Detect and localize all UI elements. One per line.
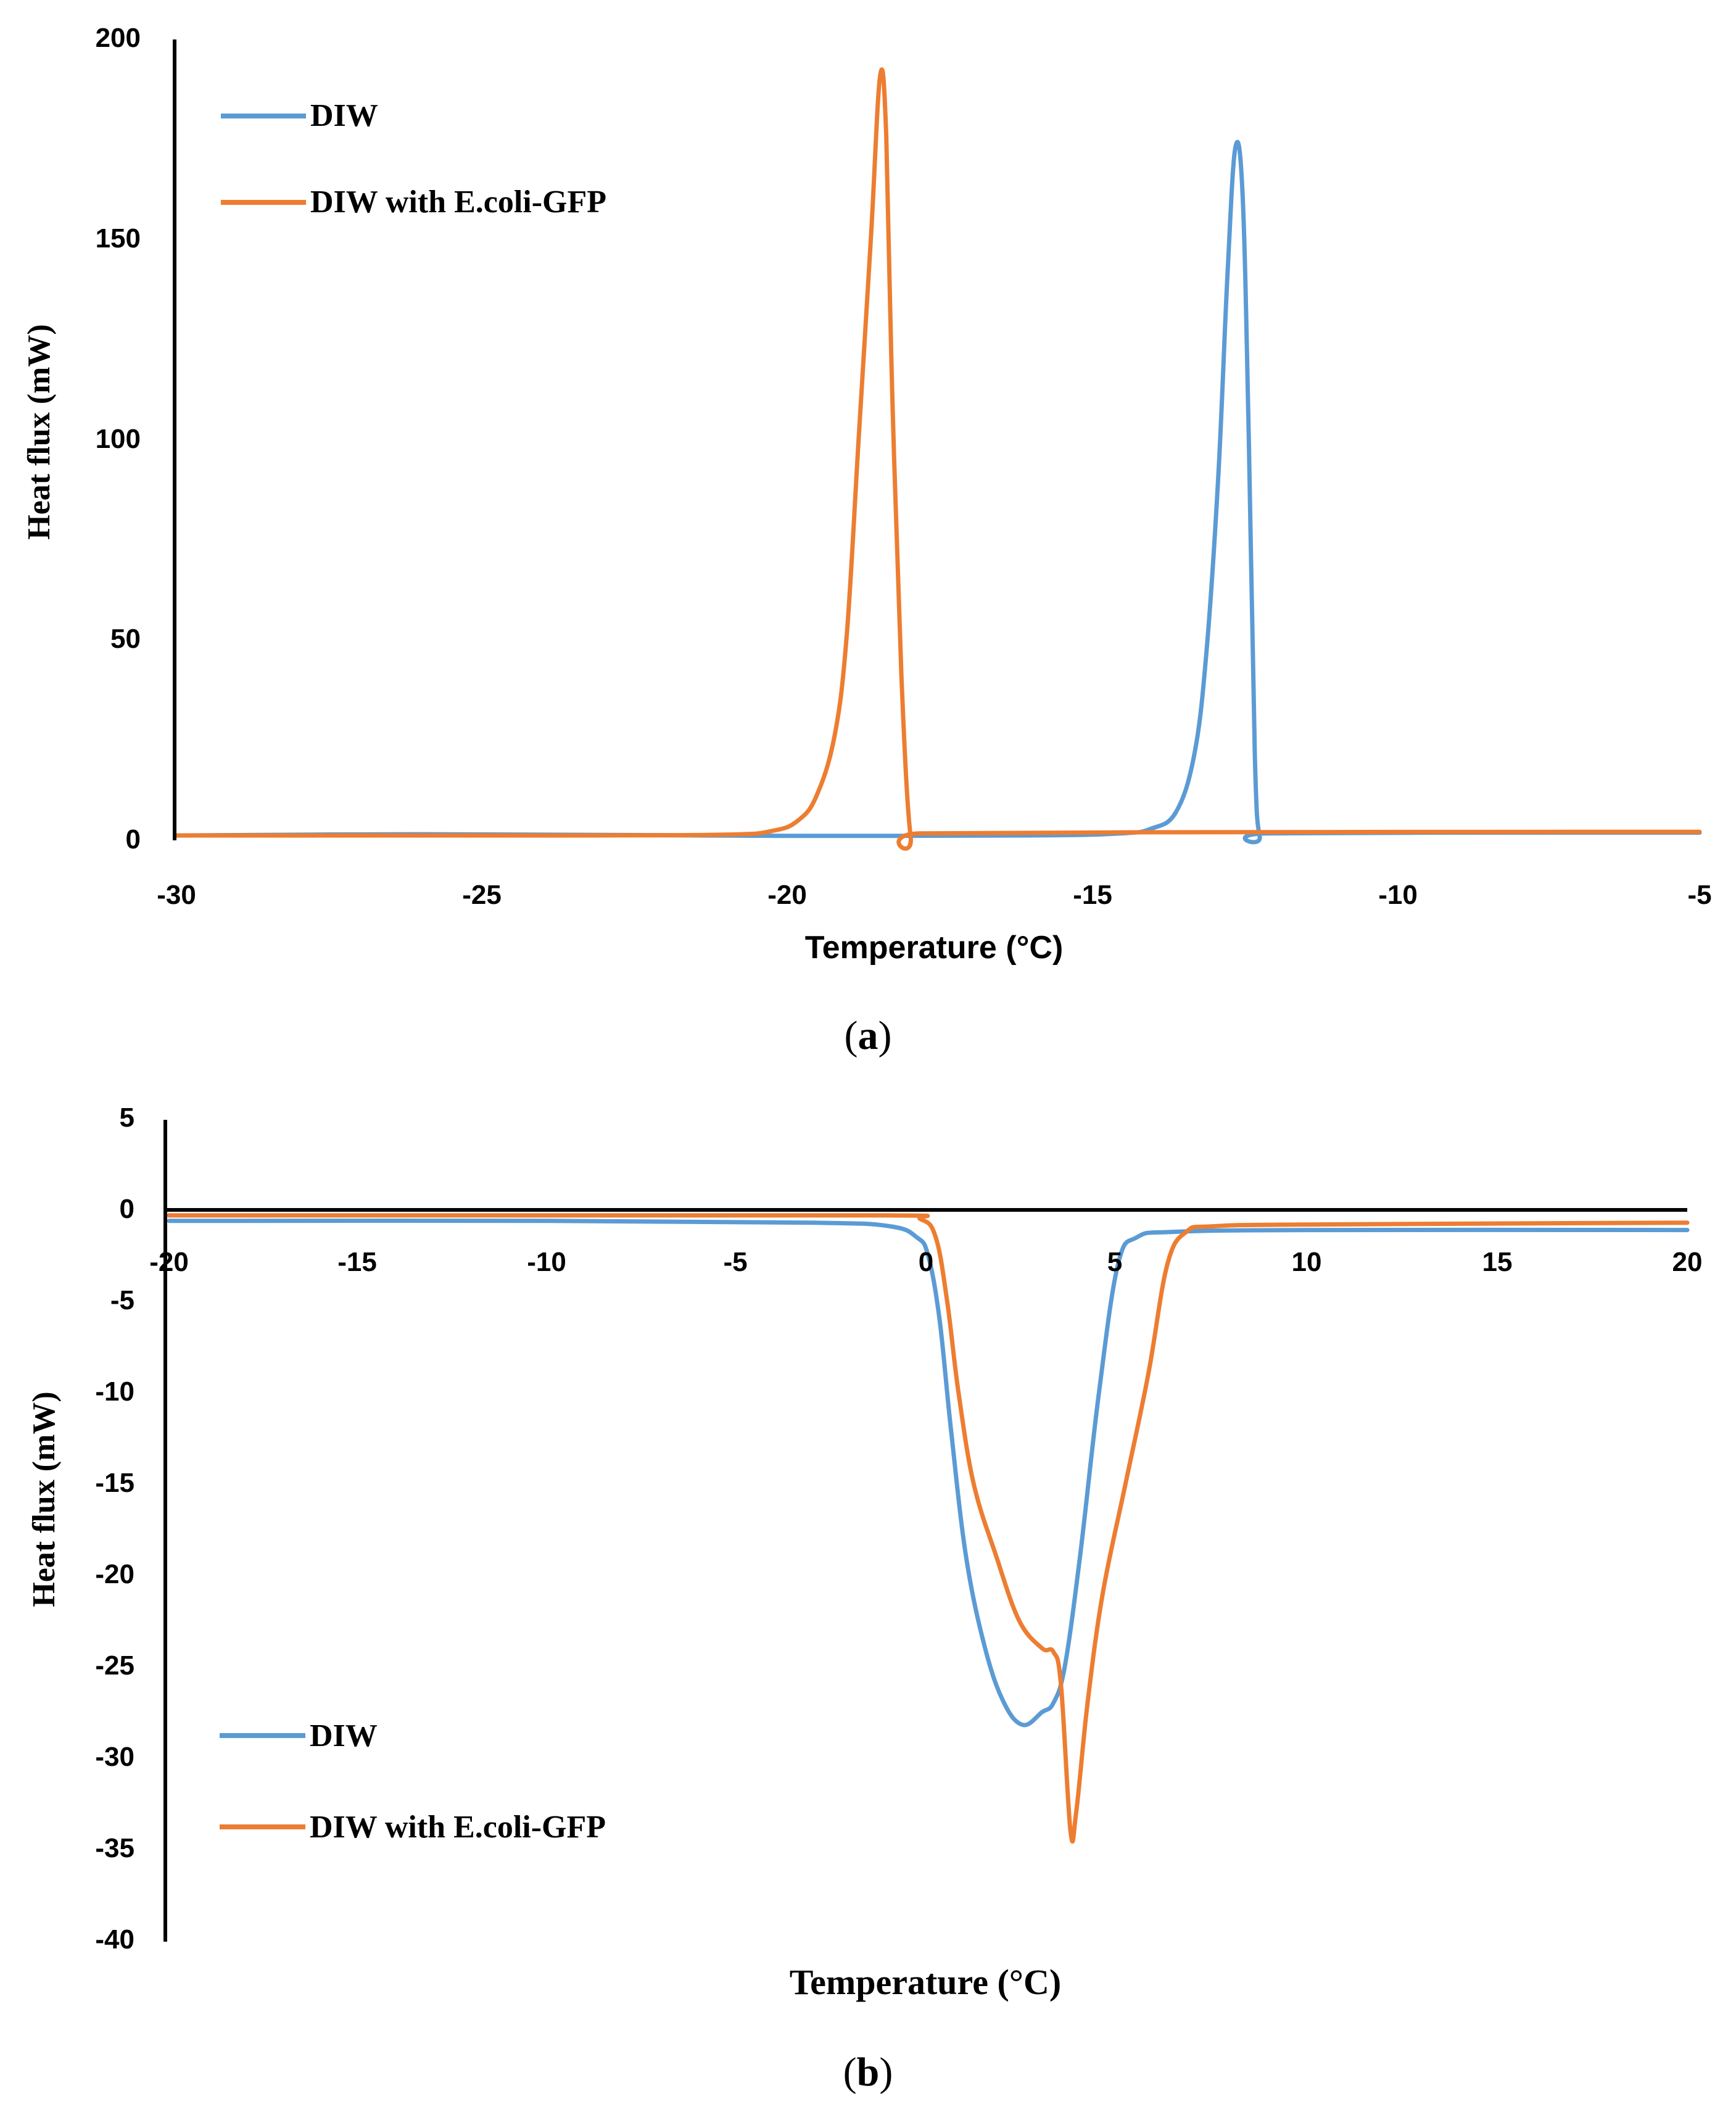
chart-a-xtick-2: -20	[767, 880, 807, 910]
chart-b-xtick-1: -15	[337, 1247, 377, 1277]
chart-b-xtick-4: 0	[919, 1247, 933, 1277]
chart-a-xtick-0: -30	[157, 880, 196, 910]
chart-a-series-layer	[174, 67, 1702, 851]
chart-b-series-diw	[167, 1219, 1690, 1728]
chart-a-xtick-4: -10	[1378, 880, 1418, 910]
chart-b-xtick-0: -20	[149, 1247, 189, 1277]
chart-b-ytick-0: 5	[120, 1103, 134, 1133]
chart-a-ytick-3: 150	[96, 223, 141, 254]
chart-a-y-axis-label: Heat flux (mW)	[22, 324, 57, 539]
chart-a-legend: DIW DIW with E.coli-GFP	[221, 98, 606, 220]
chart-a-panel-label: a	[858, 1013, 878, 1058]
chart-a-ytick-4: 200	[96, 23, 141, 53]
chart-b-xtick-6: 10	[1292, 1247, 1322, 1277]
chart-a-series-diw	[174, 139, 1702, 845]
chart-b-y-axis-label: Heat flux (mW)	[27, 1391, 62, 1607]
chart-b-legend-label-ecoli: DIW with E.coli-GFP	[310, 1810, 606, 1845]
chart-b-xtick-7: 15	[1482, 1247, 1513, 1277]
chart-b-xtick-2: -10	[527, 1247, 566, 1277]
chart-b-panel-caption: (b)	[843, 2050, 893, 2095]
chart-b-ytick-5: -20	[95, 1559, 134, 1589]
chart-a-y-ticks: 0 50 100 150 200	[96, 23, 141, 855]
chart-b-ytick-9: -40	[95, 1924, 134, 1955]
chart-a-series-diw-ecoli-gfp	[174, 67, 1702, 851]
chart-b-ytick-1: 0	[120, 1194, 134, 1224]
chart-b-legend-label-diw: DIW	[310, 1718, 378, 1753]
chart-b-legend: DIW DIW with E.coli-GFP	[220, 1718, 606, 1845]
chart-b-ytick-7: -30	[95, 1742, 134, 1772]
chart-b-xtick-8: 20	[1672, 1247, 1703, 1277]
chart-b-ytick-8: -35	[95, 1833, 134, 1863]
chart-b-ytick-4: -15	[95, 1468, 134, 1498]
chart-a-xtick-1: -25	[462, 880, 502, 910]
chart-a-x-axis-label: Temperature (°C)	[805, 930, 1064, 966]
chart-a-xtick-3: -15	[1073, 880, 1112, 910]
chart-b-xtick-3: -5	[723, 1247, 747, 1277]
chart-b-ytick-3: -10	[95, 1376, 134, 1407]
chart-a-ytick-1: 50	[110, 624, 141, 654]
chart-a-ytick-0: 0	[126, 824, 141, 855]
chart-b-x-axis-label: Temperature (°C)	[790, 1962, 1061, 2002]
chart-a-legend-label-ecoli: DIW with E.coli-GFP	[310, 184, 606, 220]
chart-b-xtick-5: 5	[1107, 1247, 1122, 1277]
chart-a-ytick-2: 100	[96, 424, 141, 454]
chart-a-panel-caption: (a)	[845, 1013, 892, 1058]
chart-b-series-layer	[167, 1212, 1690, 1844]
chart-a-xtick-5: -5	[1687, 880, 1711, 910]
chart-a-x-ticks: -30 -25 -20 -15 -10 -5	[157, 880, 1711, 910]
chart-b-x-ticks: -20 -15 -10 -5 0 5 10 15 20	[149, 1247, 1702, 1277]
chart-b-ytick-6: -25	[95, 1650, 134, 1681]
chart-b-y-ticks: 5 0 -5 -10 -15 -20 -25 -30 -35 -40	[95, 1103, 134, 1955]
chart-b-ytick-2: -5	[110, 1285, 134, 1315]
chart-a: -30 -25 -20 -15 -10 -5 0 50 100 150 200 …	[22, 23, 1712, 1058]
chart-b-series-diw-ecoli-gfp	[167, 1212, 1690, 1844]
chart-a-legend-label-diw: DIW	[310, 98, 378, 133]
chart-b-panel-label: b	[857, 2050, 880, 2095]
chart-b: 5 0 -5 -10 -15 -20 -25 -30 -35 -40 -20 -…	[27, 1103, 1702, 2095]
